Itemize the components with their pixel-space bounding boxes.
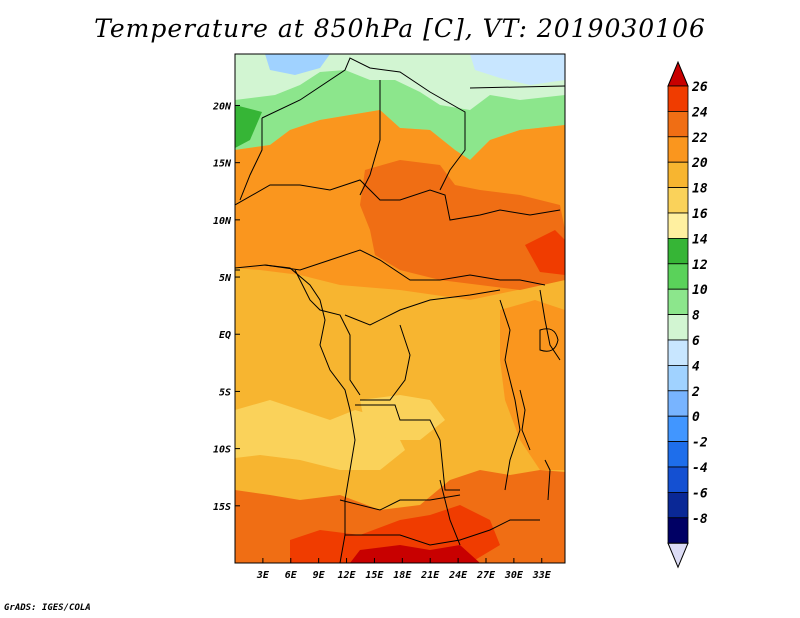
y-tick-label: 20N [212,101,232,112]
colorbar-label: 20 [691,156,708,171]
field-east-mid [500,300,565,470]
colorbar-swatch [667,111,689,138]
x-tick-label: 27E [476,570,496,581]
colorbar-swatch [667,466,689,493]
x-axis-ticks: 3E 6E 9E 12E 15E 18E 21E 24E 27E 30E 33E [256,558,552,581]
colorbar-swatch [667,136,689,163]
country-borders [235,57,565,546]
colorbar-swatch [667,187,689,214]
colorbar-label: 10 [692,283,708,298]
field-northeast-blue [470,54,565,85]
y-tick-label: EQ [219,330,231,341]
chart-title: Temperature at 850hPa [C], VT: 201903010… [94,14,706,43]
colorbar-label: -6 [692,486,708,501]
colorbar-label: 26 [691,80,708,95]
x-tick-label: 15E [365,570,384,581]
x-tick-label: 3E [256,570,270,581]
x-tick-label: 21E [420,570,440,581]
colorbar-swatch [667,339,689,366]
x-tick-label: 33E [532,570,552,581]
colorbar-label: -2 [692,436,708,451]
y-tick-label: 5N [219,273,232,284]
y-tick-label: 10S [213,445,231,456]
field-south-darkred [350,545,480,563]
colorbar-label: 2 [691,385,700,400]
colorbar-swatch [667,85,689,112]
grads-credit: GrADS: IGES/COLA [4,603,91,613]
colorbar-label: 4 [692,359,700,374]
colorbar-label: 0 [692,410,700,425]
field-dark-green [235,105,262,148]
colorbar-label: 8 [692,309,700,324]
colorbar-swatch [667,161,689,188]
colorbar-swatch [667,288,689,316]
colorbar-swatch [667,212,689,239]
colorbar-label: 22 [691,131,708,146]
x-tick-label: 18E [393,570,412,581]
colorbar-label: 14 [692,232,708,247]
x-tick-label: 6E [285,570,298,581]
x-tick-label: 9E [313,570,326,581]
lakes [519,328,559,501]
field-hot-east [525,230,565,275]
colorbar-label: 16 [692,207,708,222]
temperature-field [235,54,565,563]
colorbar-swatch [667,517,689,544]
y-axis-ticks: 20N 15N 10N 5N EQ 5S 10S 15S [212,101,240,513]
colorbar-label: 12 [692,258,708,273]
coastline [235,264,356,563]
colorbar-bottom-triangle [667,542,689,569]
field-south-pale-2 [360,395,445,440]
colorbar-swatch [667,237,689,265]
colorbar-swatch [667,415,689,443]
colorbar-label: -4 [692,461,708,476]
colorbar-label: 24 [691,105,708,120]
colorbar-swatch [667,263,689,290]
x-tick-label: 24E [448,570,468,581]
y-tick-label: 10N [213,216,232,227]
colorbar-swatch [667,441,689,468]
map-frame [234,53,566,564]
x-tick-label: 30E [504,570,524,581]
colorbar-swatch [667,314,689,341]
y-tick-label: 5S [219,387,231,398]
colorbar-label: -8 [692,512,708,527]
y-tick-label: 15N [213,159,232,170]
colorbar-swatch [667,390,689,417]
field-south-pale [235,400,405,470]
x-tick-label: 12E [338,570,357,581]
field-north-blue [265,54,330,75]
colorbar-swatch [667,364,689,392]
colorbar-label: 6 [692,334,700,349]
colorbar-swatch [667,491,689,519]
field-warm-core [360,160,565,290]
colorbar-top-triangle [667,60,689,87]
y-tick-label: 15S [213,502,231,513]
colorbar-label: 18 [692,182,708,197]
